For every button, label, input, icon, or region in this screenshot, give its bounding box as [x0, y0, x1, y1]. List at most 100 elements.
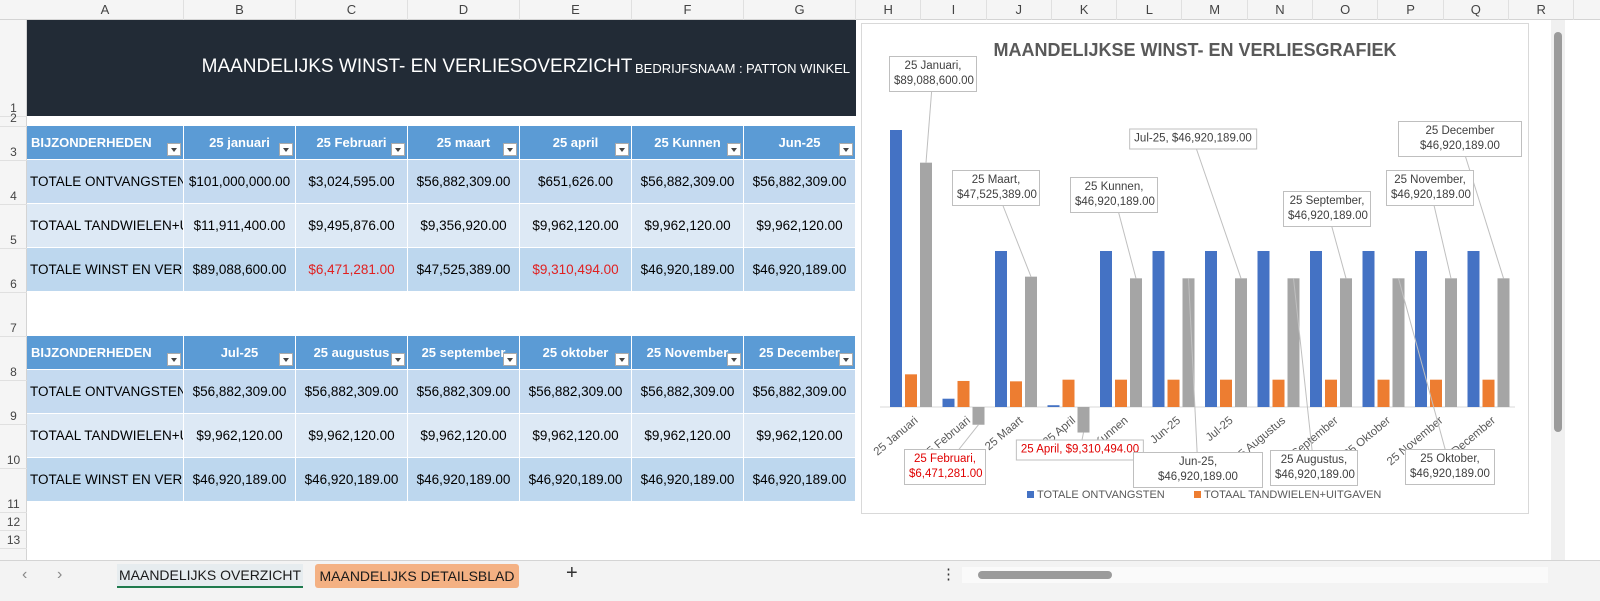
table-cell: $9,962,120.00 [296, 414, 408, 458]
row-number: 9 [10, 409, 17, 423]
table-header-cell[interactable]: BIJZONDERHEDEN [27, 126, 184, 160]
filter-button[interactable] [167, 143, 181, 156]
data-callout: 25 Februari, $6,471,281.00 [904, 449, 986, 485]
data-callout: 25 Maart, $47,525,389.00 [952, 170, 1040, 206]
bar [890, 130, 902, 407]
row-number: 5 [10, 233, 17, 247]
legend-swatch [1027, 491, 1034, 498]
filter-button[interactable] [839, 143, 853, 156]
table-cell: $56,882,309.00 [408, 370, 520, 414]
bar [1077, 407, 1090, 433]
legend-label: TOTAAL TANDWIELEN+UITGAVEN [1204, 489, 1381, 501]
table-cell: TOTALE WINST EN VERLIE [27, 458, 184, 502]
filter-button[interactable] [615, 353, 629, 366]
filter-button[interactable] [279, 143, 293, 156]
table-cell: $9,962,120.00 [632, 414, 744, 458]
table-cell: $9,962,120.00 [744, 204, 856, 248]
column-header: J [987, 0, 1052, 20]
sheet-tab-active[interactable]: MAANDELIJKS OVERZICHT [117, 564, 303, 588]
scroll-thumb[interactable] [978, 571, 1112, 579]
column-header: L [1117, 0, 1183, 20]
bar [1235, 278, 1247, 407]
table-header-cell[interactable]: 25 Kunnen [632, 126, 744, 160]
vertical-scrollbar[interactable] [1551, 20, 1565, 560]
column-header: O [1313, 0, 1379, 20]
column-header: G [744, 0, 856, 20]
legend-swatch [1194, 491, 1201, 498]
next-sheet[interactable]: › [57, 566, 63, 583]
scroll-thumb[interactable] [1554, 32, 1562, 432]
row-line [0, 530, 27, 531]
banner-title: MAANDELIJKS WINST- EN VERLIESOVERZICHT [201, 56, 633, 77]
bar [1482, 379, 1495, 407]
filter-button[interactable] [839, 353, 853, 366]
table-header-cell[interactable]: 25 september [408, 336, 520, 370]
filter-button[interactable] [167, 353, 181, 366]
table-cell: TOTAAL TANDWIELEN+UI [27, 414, 184, 458]
leader-line [1188, 278, 1199, 471]
table-header-cell[interactable]: Jun-25 [744, 126, 856, 160]
bar [1392, 278, 1405, 407]
bar [1445, 278, 1457, 407]
table-header-cell[interactable]: 25 april [520, 126, 632, 160]
row-number: 1 [10, 101, 17, 115]
bar [957, 380, 970, 407]
filter-button[interactable] [391, 143, 405, 156]
table-cell: $56,882,309.00 [632, 160, 744, 204]
filter-button[interactable] [727, 353, 741, 366]
table-header-cell[interactable]: 25 augustus [296, 336, 408, 370]
bar [1025, 276, 1037, 407]
row-line [0, 160, 27, 161]
table-header-cell[interactable]: 25 oktober [520, 336, 632, 370]
table-header-cell[interactable]: 25 Februari [296, 126, 408, 160]
table-cell: TOTAAL TANDWIELEN+UI [27, 204, 184, 248]
sheet-tab[interactable]: MAANDELIJKS DETAILSBLAD [315, 564, 519, 588]
filter-button[interactable] [391, 353, 405, 366]
filter-button[interactable] [503, 353, 517, 366]
bar [1205, 250, 1217, 407]
data-callout: 25 Kunnen, $46,920,189.00 [1070, 177, 1158, 213]
table-header-cell[interactable]: Jul-25 [184, 336, 296, 370]
column-header: C [296, 0, 408, 20]
table-header-cell[interactable]: BIJZONDERHEDEN [27, 336, 184, 370]
bar [1310, 250, 1322, 407]
table-cell: $46,920,189.00 [744, 248, 856, 292]
column-header: M [1183, 0, 1248, 20]
table-cell: $46,920,189.00 [632, 458, 744, 502]
legend-label: TOTALE ONTVANGSTEN [1037, 489, 1165, 501]
filter-button[interactable] [503, 143, 517, 156]
table-cell: $6,471,281.00 [296, 248, 408, 292]
table-header-cell[interactable]: 25 December [744, 336, 856, 370]
filter-button[interactable] [615, 143, 629, 156]
table-cell: $56,882,309.00 [184, 370, 296, 414]
table-cell: $9,962,120.00 [744, 414, 856, 458]
table-cell: $46,920,189.00 [632, 248, 744, 292]
table-cell: $651,626.00 [520, 160, 632, 204]
data-callout: 25 Januari, $89,088,600.00 [889, 56, 977, 92]
column-header: K [1052, 0, 1118, 20]
row-line [0, 548, 27, 549]
table-cell: $89,088,600.00 [184, 248, 296, 292]
filter-button[interactable] [279, 353, 293, 366]
column-header: I [921, 0, 987, 20]
table-cell: $9,962,120.00 [184, 414, 296, 458]
bar [1010, 381, 1022, 407]
data-callout: 25 December $46,920,189.00 [1398, 121, 1522, 157]
row-number: 4 [10, 189, 17, 203]
row-line [0, 248, 27, 249]
prev-sheet[interactable]: ‹ [22, 566, 28, 583]
table-cell: $56,882,309.00 [632, 370, 744, 414]
bar [1287, 278, 1300, 407]
filter-button[interactable] [727, 143, 741, 156]
banner: MAANDELIJKS WINST- EN VERLIESOVERZICHT B… [27, 20, 856, 116]
add-sheet[interactable]: + [566, 562, 578, 584]
table-header-cell[interactable]: 25 januari [184, 126, 296, 160]
horizontal-scrollbar[interactable] [962, 567, 1548, 583]
table-header-cell[interactable]: 25 November [632, 336, 744, 370]
row-number: 11 [7, 497, 20, 511]
more-options[interactable]: ⋮ [941, 566, 956, 583]
bar [1362, 250, 1375, 407]
table-header-cell[interactable]: 25 maart [408, 126, 520, 160]
